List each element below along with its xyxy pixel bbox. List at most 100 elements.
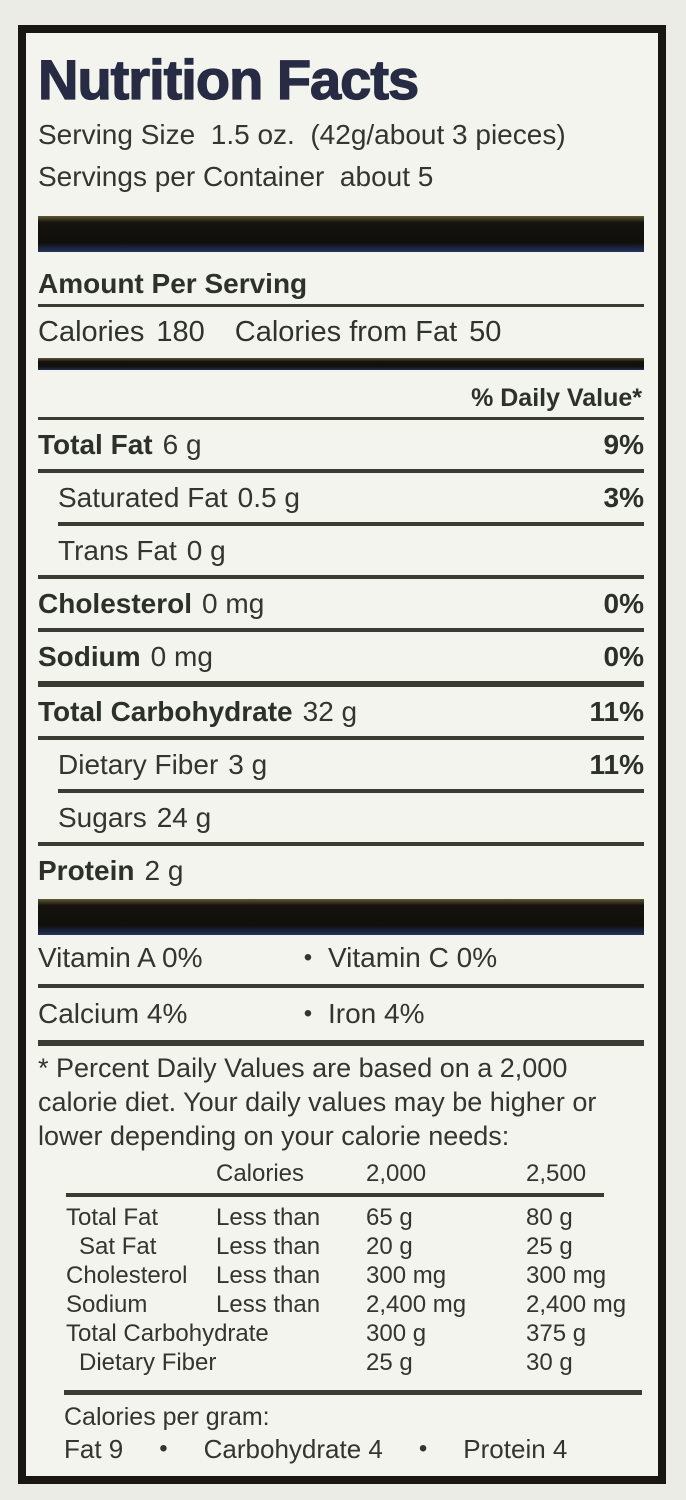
table-cell-2500: 375 g (526, 1320, 587, 1347)
table-header-calories: Calories (216, 1160, 305, 1187)
daily-value-footnote: * Percent Daily Values are based on a 2,… (38, 1053, 597, 1151)
table-cell-2500: 80 g (526, 1204, 573, 1231)
nutrient-amount: 2 g (144, 854, 184, 886)
nutrient-row-dietary-fiber: Dietary Fiber 3 g 11% (38, 743, 644, 786)
table-cell-name: Dietary Fiber (79, 1349, 217, 1376)
nutrient-amount: 0 g (186, 534, 226, 566)
table-cell-name: Sat Fat (79, 1233, 157, 1260)
separator-bar-calories (38, 358, 644, 370)
calories-row: Calories 180 Calories from Fat 50 (38, 310, 644, 354)
table-cell-name: Cholesterol (66, 1262, 188, 1289)
nutrient-amount: 0.5 g (237, 481, 300, 513)
table-row: Total Carbohydrate 300 g 375 g (66, 1319, 644, 1348)
rule (58, 789, 644, 793)
nutrient-row-total-carbohydrate: Total Carbohydrate 32 g 11% (38, 690, 644, 733)
table-cell-2000: 300 mg (366, 1262, 447, 1289)
nutrient-name: Saturated Fat (58, 481, 228, 513)
table-cell-qualifier (216, 1348, 366, 1377)
nutrient-row-trans-fat: Trans Fat 0 g (38, 529, 644, 572)
servings-per-container: Servings per Container about 5 (38, 161, 434, 192)
table-cell-2000: 300 g (366, 1320, 427, 1347)
cpg-carbohydrate: Carbohydrate 4 (203, 1434, 383, 1464)
nutrient-row-sugars: Sugars 24 g (38, 796, 644, 839)
calcium: Calcium 4% (38, 998, 188, 1029)
nutrient-name: Total Fat (38, 428, 153, 460)
table-cell-2500: 30 g (526, 1349, 573, 1376)
nutrient-dv: 11% (589, 748, 645, 780)
amount-per-serving: Amount Per Serving (38, 268, 308, 299)
nutrient-dv: 3% (603, 481, 644, 513)
nutrient-amount: 0 mg (202, 587, 265, 619)
vitamin-c: Vitamin C 0% (328, 942, 498, 973)
table-cell-2000: 2,400 mg (366, 1291, 467, 1318)
separator-bar-vitamins (38, 899, 644, 935)
table-header-rule (66, 1193, 604, 1197)
table-cell-name: Total Fat (66, 1204, 159, 1231)
vitamin-row-calcium-iron: Calcium 4% • Iron 4% (38, 991, 644, 1037)
iron: Iron 4% (328, 998, 425, 1029)
rule (38, 984, 644, 988)
table-row: Sodium Less than 2,400 mg 2,400 mg (66, 1290, 644, 1319)
bullet-separator: • (159, 1435, 168, 1462)
nutrient-name: Protein (38, 854, 135, 886)
rule (38, 1040, 644, 1046)
table-cell-2500: 2,400 mg (526, 1291, 627, 1318)
vitamin-row-a-c: Vitamin A 0% • Vitamin C 0% (38, 935, 644, 981)
table-row: Cholesterol Less than 300 mg 300 mg (66, 1261, 644, 1290)
label-title: Nutrition Facts (37, 48, 419, 111)
table-row: Dietary Fiber 25 g 30 g (66, 1348, 644, 1377)
nutrient-row-protein: Protein 2 g (38, 849, 644, 892)
rule (38, 469, 644, 473)
nutrient-dv: 0% (603, 587, 644, 619)
table-cell-qualifier: Less than (216, 1204, 321, 1231)
table-header-2500: 2,500 (526, 1160, 587, 1187)
nutrient-name: Trans Fat (58, 534, 177, 566)
vitamin-a: Vitamin A 0% (38, 942, 203, 973)
table-cell-qualifier: Less than (216, 1262, 321, 1289)
nutrient-amount: 32 g (302, 695, 358, 727)
nutrient-name: Sugars (58, 801, 147, 833)
rule (58, 522, 644, 526)
bullet-separator: • (418, 1435, 428, 1462)
table-cell-name: Total Carbohydrate (66, 1320, 269, 1347)
serving-size: Serving Size 1.5 oz. (42g/about 3 pieces… (38, 119, 566, 150)
nutrient-amount: 3 g (228, 748, 268, 780)
calories-label: Calories (38, 316, 145, 348)
table-cell-qualifier (216, 1319, 366, 1348)
table-header-2000: 2,000 (366, 1160, 427, 1187)
table-cell-qualifier: Less than (216, 1291, 321, 1318)
separator-bar-top (38, 216, 644, 252)
table-cell-2500: 300 mg (526, 1262, 607, 1289)
cpg-protein: Protein 4 (463, 1434, 568, 1464)
calories-value: 180 (156, 316, 205, 348)
nutrient-row-sodium: Sodium 0 mg 0% (38, 635, 644, 678)
nutrient-row-total-fat: Total Fat 6 g 9% (38, 423, 644, 466)
table-header-blank (66, 1159, 216, 1189)
nutrient-name: Cholesterol (38, 587, 193, 619)
nutrient-dv: 0% (603, 640, 644, 672)
table-cell-2000: 65 g (366, 1204, 413, 1231)
rule (38, 842, 644, 846)
calories-per-gram-row: Fat 9 • Carbohydrate 4 • Protein 4 (38, 1433, 644, 1465)
rule (38, 681, 644, 687)
rule (64, 1390, 642, 1395)
nutrient-dv: 11% (589, 695, 645, 727)
calories-from-fat-value: 50 (469, 316, 502, 348)
nutrient-row-saturated-fat: Saturated Fat 0.5 g 3% (38, 476, 644, 519)
daily-value-header: % Daily Value* (471, 384, 642, 412)
calories-from-fat-label: Calories from Fat (234, 316, 458, 348)
daily-value-table: Calories 2,000 2,500 Total Fat Less than… (38, 1159, 644, 1377)
table-header: Calories 2,000 2,500 (66, 1159, 644, 1189)
table-row: Total Fat Less than 65 g 80 g (66, 1203, 644, 1232)
rule (38, 628, 644, 632)
table-cell-qualifier: Less than (216, 1233, 321, 1260)
nutrient-name: Dietary Fiber (58, 748, 219, 780)
table-cell-2500: 25 g (526, 1233, 573, 1260)
bullet-separator: • (303, 1000, 313, 1027)
table-cell-name: Sodium (66, 1291, 148, 1318)
bullet-separator: • (303, 944, 313, 971)
nutrient-amount: 24 g (156, 801, 212, 833)
rule (38, 575, 644, 579)
table-row: Sat Fat Less than 20 g 25 g (66, 1232, 644, 1261)
